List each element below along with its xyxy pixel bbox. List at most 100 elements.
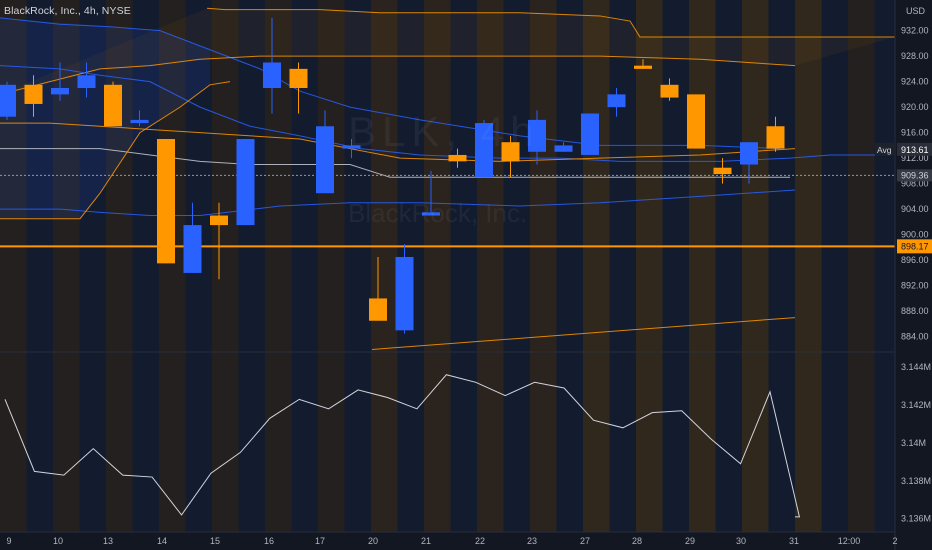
candle-body xyxy=(289,68,308,88)
avg-tag xyxy=(875,142,895,156)
candle-body xyxy=(51,88,69,95)
x-tick-label: 22 xyxy=(475,536,485,546)
session-stripe xyxy=(821,0,848,532)
x-tick-label: 9 xyxy=(6,536,11,546)
session-stripe xyxy=(132,0,159,532)
dotted-level-box xyxy=(897,169,932,182)
candle-body xyxy=(740,142,758,165)
candle-body xyxy=(104,84,122,127)
y-tick-label: 904.00 xyxy=(901,204,929,214)
x-tick-label: 17 xyxy=(315,536,325,546)
candle-body xyxy=(210,215,228,226)
session-stripe xyxy=(715,0,742,532)
osc-y-tick-label: 3.138M xyxy=(901,476,931,486)
candle-body xyxy=(342,145,361,149)
y-tick-label: 932.00 xyxy=(901,26,929,36)
avg-value-box xyxy=(897,142,932,156)
session-stripe xyxy=(556,0,583,532)
dotted-level-label: 909.36 xyxy=(901,170,929,180)
candle-body xyxy=(448,154,467,162)
candle-body xyxy=(607,94,626,108)
session-stripe xyxy=(609,0,636,532)
session-stripe xyxy=(503,0,530,532)
indicator-line-middle-orange xyxy=(0,55,796,95)
session-stripe xyxy=(768,0,795,532)
candle-body xyxy=(422,212,440,216)
candle-body xyxy=(581,113,599,155)
x-tick-label: 30 xyxy=(736,536,746,546)
x-tick-label: 21 xyxy=(421,536,431,546)
watermark-name: BlackRock, Inc. xyxy=(348,198,528,228)
y-tick-label: 924.00 xyxy=(901,77,929,87)
osc-y-tick-label: 3.136M xyxy=(901,514,931,524)
candle-body xyxy=(660,84,679,98)
x-tick-label: 13 xyxy=(103,536,113,546)
candle-body xyxy=(766,126,785,149)
session-stripe xyxy=(742,0,769,532)
y-tick-label: 916.00 xyxy=(901,128,929,138)
indicator-line-bottom-orange xyxy=(0,81,231,220)
watermark-symbol: BLK, 4h xyxy=(348,108,540,155)
indicator-line-upper-orange xyxy=(206,7,895,38)
candle-body xyxy=(77,75,96,88)
candle-body xyxy=(369,298,387,321)
price-label: 898.17 xyxy=(901,241,929,251)
y-tick-label: 912.00 xyxy=(901,153,929,163)
x-tick-label: 16 xyxy=(264,536,274,546)
osc-y-tick-label: 3.142M xyxy=(901,400,931,410)
session-stripe xyxy=(795,0,822,532)
session-stripe xyxy=(450,0,477,532)
x-tick-label: 2 xyxy=(892,536,897,546)
x-tick-label: 20 xyxy=(368,536,378,546)
candle-body xyxy=(236,139,255,226)
avg-value-label: 913.61 xyxy=(901,145,929,155)
y-tick-label: 892.00 xyxy=(901,281,929,291)
x-tick-label: 15 xyxy=(210,536,220,546)
session-stripe xyxy=(689,0,716,532)
candle-body xyxy=(263,62,281,88)
x-tick-label: 31 xyxy=(789,536,799,546)
y-tick-label: 920.00 xyxy=(901,102,929,112)
y-tick-label: 928.00 xyxy=(901,51,929,61)
candle-body xyxy=(130,119,149,124)
candle-body xyxy=(634,65,652,69)
currency-label: USD xyxy=(906,6,926,16)
indicator-line-lower-orange xyxy=(0,122,796,162)
session-stripe xyxy=(238,0,265,532)
candle-body xyxy=(501,142,520,162)
session-stripe xyxy=(344,0,371,532)
oscillator-line xyxy=(4,374,801,518)
candle-body xyxy=(713,167,732,175)
session-stripe xyxy=(79,0,106,532)
candle-body xyxy=(0,84,16,117)
chart-title[interactable]: BlackRock, Inc., 4h, NYSE xyxy=(4,5,131,17)
candle-body xyxy=(183,225,202,273)
session-stripe xyxy=(662,0,689,532)
session-stripe xyxy=(477,0,504,532)
x-tick-label: 23 xyxy=(527,536,537,546)
x-tick-label: 27 xyxy=(580,536,590,546)
x-tick-label: 10 xyxy=(53,536,63,546)
candle-body xyxy=(316,126,334,194)
candle-body xyxy=(157,139,175,264)
y-tick-label: 908.00 xyxy=(901,179,929,189)
y-tick-label: 900.00 xyxy=(901,230,929,240)
orange-band-fill xyxy=(0,8,895,95)
osc-y-tick-label: 3.14M xyxy=(901,438,926,448)
avg-tag-label: Avg xyxy=(877,145,892,155)
price-label-box xyxy=(897,239,932,254)
candle-body xyxy=(475,123,493,178)
candle-body xyxy=(554,145,573,152)
session-stripe xyxy=(530,0,557,532)
y-tick-label: 888.00 xyxy=(901,306,929,316)
session-stripe xyxy=(583,0,610,532)
session-stripe xyxy=(424,0,451,532)
y-tick-label: 884.00 xyxy=(901,332,929,342)
candle-body xyxy=(24,84,43,104)
session-stripe xyxy=(212,0,239,532)
indicator-line-avg-white xyxy=(0,148,790,178)
y-tick-label: 896.00 xyxy=(901,255,929,265)
